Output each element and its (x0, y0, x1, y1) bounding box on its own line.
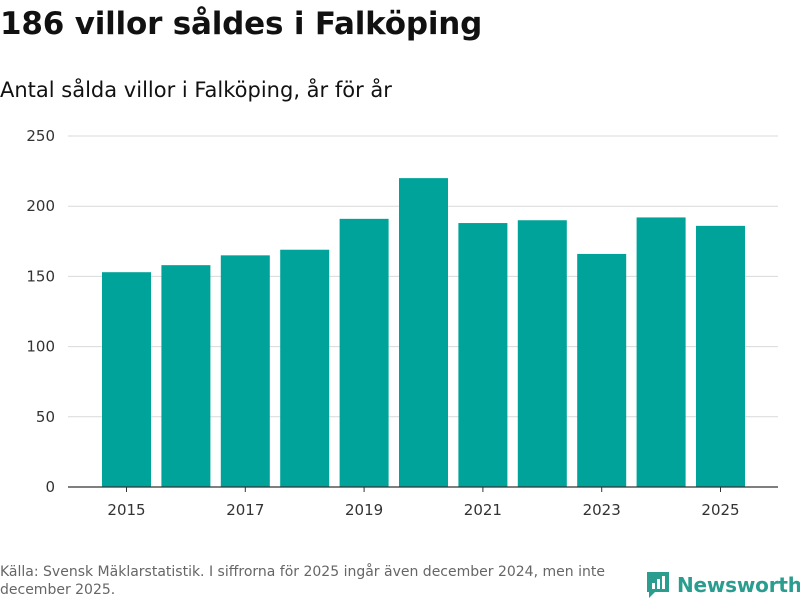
bar-2023 (577, 253, 627, 487)
x-tick-label: 2019 (345, 501, 383, 519)
bar-2024 (636, 217, 686, 487)
bar-2021 (458, 223, 508, 487)
source-note: Källa: Svensk Mäklarstatistik. I siffror… (0, 564, 605, 598)
brand-name: Newsworthy (677, 573, 800, 597)
y-tick-label: 100 (26, 338, 55, 356)
y-tick-label: 150 (26, 267, 55, 285)
y-tick-label: 200 (26, 197, 55, 215)
bar-2017 (220, 255, 270, 487)
bar-2015 (102, 272, 151, 487)
y-tick-label: 250 (26, 127, 55, 145)
brand-logo: Newsworthy (645, 570, 800, 600)
x-tick-label: 2017 (226, 501, 264, 519)
chart-subtitle: Antal sålda villor i Falköping, år för å… (0, 78, 392, 102)
bar-2020 (399, 178, 448, 487)
x-tick-label: 2025 (701, 501, 739, 519)
x-tick-label: 2023 (583, 501, 621, 519)
bar-2022 (517, 220, 567, 488)
bar-2018 (280, 249, 330, 487)
y-tick-label: 0 (45, 478, 55, 496)
bar-chart: 0 50 100 150 200 250 2015 2017 2019 2021 2023 2025 (26, 127, 778, 519)
y-tick-label: 50 (36, 408, 55, 426)
x-tick-label: 2015 (107, 501, 145, 519)
bar-2019 (339, 218, 389, 487)
x-tick-label: 2021 (464, 501, 502, 519)
bar-2016 (161, 265, 211, 487)
bar-2025 (696, 225, 745, 487)
newsworthy-logo-icon (647, 572, 669, 598)
chart-title: 186 villor såldes i Falköping (0, 6, 483, 42)
